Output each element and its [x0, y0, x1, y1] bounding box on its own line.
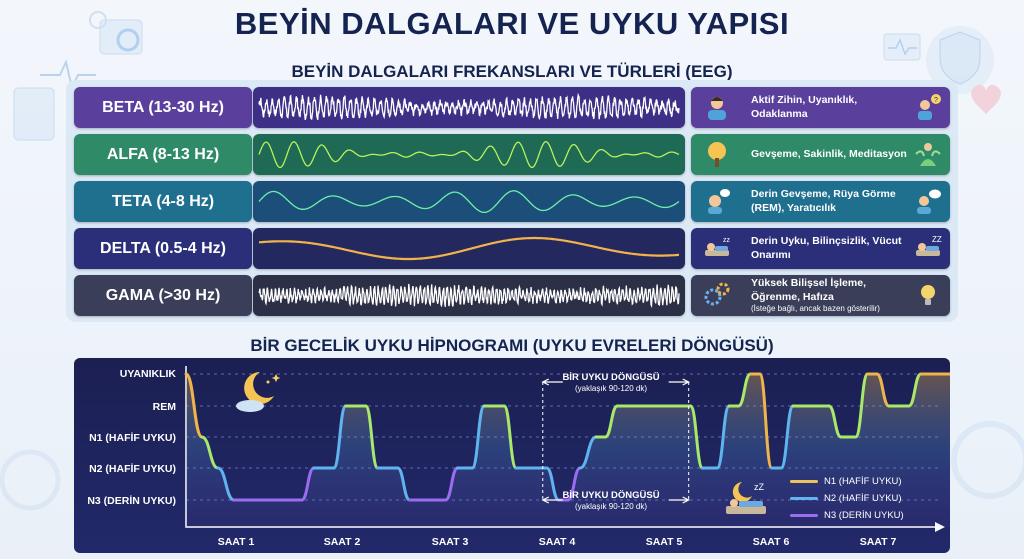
svg-text:ZZ: ZZ [932, 235, 942, 244]
legend-swatch [790, 514, 818, 517]
wave-label-delta: DELTA (0.5-4 Hz) [74, 228, 252, 269]
thinking-person-icon: ? [918, 94, 941, 120]
thought-bubble-icon [917, 189, 941, 214]
legend-swatch [790, 480, 818, 483]
wave-description: Aktif Zihin, Uyanıklık, Odaklanma [751, 94, 858, 120]
hypnogram-segment [300, 466, 316, 502]
stage-label-n1: N1 (HAFİF UYKU) [89, 432, 176, 444]
stressed-person-icon [708, 97, 726, 120]
hypnogram-segment [875, 372, 891, 408]
cycle-annotation-top: BİR UYKU DÖNGÜSÜ (yaklaşık 90-120 dk) [562, 372, 660, 393]
stage-label-wake: UYANIKLIK [119, 368, 176, 380]
hypnogram-segment [566, 466, 582, 502]
wave-description: Yüksek Bilişsel İşleme, Öğrenme, Hafıza [751, 277, 866, 303]
svg-text:zZ: zZ [754, 482, 765, 492]
hypnogram-segment [470, 404, 486, 470]
hour-label: SAAT 5 [645, 536, 683, 548]
cycle-annotation-bottom: BİR UYKU DÖNGÜSÜ (yaklaşık 90-120 dk) [562, 490, 660, 511]
hypnogram-title: BİR GECELİK UYKU HİPNOGRAMI (UYKU EVRELE… [250, 336, 774, 355]
hypnogram-segment [200, 435, 220, 470]
wave-trace-delta [253, 228, 685, 269]
hour-label: SAAT 6 [752, 536, 790, 548]
hypnogram-fill [186, 374, 950, 527]
tree-icon [708, 142, 726, 167]
eeg-wave-line [258, 92, 680, 121]
cycle-arrow [541, 378, 691, 386]
svg-text:zz: zz [723, 237, 731, 244]
eeg-wave-line [258, 190, 680, 214]
stage-label-rem: REM [152, 401, 176, 413]
legend-item-n2: N2 (HAFİF UYKU) [790, 493, 902, 504]
page-title: BEYİN DALGALARI VE UYKU YAPISI [234, 6, 790, 41]
moon-stars-icon [236, 372, 281, 412]
gears-icon [704, 282, 730, 306]
hypnogram-segment [184, 372, 204, 439]
hypnogram-segment [715, 404, 731, 470]
svg-text:?: ? [934, 97, 938, 104]
wave-label-beta: BETA (13-30 Hz) [74, 87, 252, 128]
eeg-wave-line [259, 236, 679, 261]
stage-label-n2: N2 (HAFİF UYKU) [89, 463, 176, 475]
eeg-wave-line [258, 141, 680, 169]
hypnogram-segment [396, 466, 412, 502]
hypnogram-segment [444, 466, 460, 502]
sleeping-person-icon: zZ [726, 482, 766, 514]
hypnogram-segment [502, 404, 518, 470]
hypnogram-segment [332, 404, 348, 470]
wave-desc-alfa: Gevşeme, Sakinlik, Meditasyon [691, 134, 950, 175]
hypnogram-segment [578, 435, 598, 470]
wave-label-teta: TETA (4-8 Hz) [74, 181, 252, 222]
hypnogram-segment [758, 372, 774, 470]
dreaming-person-icon [708, 189, 730, 214]
hypnogram-segment [689, 404, 705, 470]
hypnogram-segment [854, 372, 870, 439]
wave-desc-teta: Derin Gevşeme, Rüya Görme (REM), Yaratıc… [691, 181, 950, 222]
wave-desc-beta: Aktif Zihin, Uyanıklık, Odaklanma ? [691, 87, 950, 128]
hypnogram-segment [827, 404, 843, 439]
hypnogram-segment [603, 404, 619, 439]
wave-description: Derin Gevşeme, Rüya Görme (REM), Yaratıc… [751, 188, 896, 214]
lightbulb-icon [921, 285, 935, 305]
hypnogram-segment [364, 404, 380, 470]
wave-description: Derin Uyku, Bilinçsizlik, Vücut Onarımı [751, 235, 902, 261]
cycle-arrow [541, 496, 691, 504]
wave-trace-teta [253, 181, 685, 222]
wave-trace-beta [253, 87, 685, 128]
hour-label: SAAT 4 [538, 536, 576, 548]
hour-label: SAAT 1 [217, 536, 255, 548]
sleep-zz-icon: ZZ [916, 235, 942, 256]
hypnogram-segment [545, 466, 561, 502]
legend-swatch [790, 497, 818, 500]
wave-desc-gama: Yüksek Bilişsel İşleme, Öğrenme, Hafıza(… [691, 275, 950, 316]
eeg-wave-line [258, 283, 680, 309]
stage-label-n3: N3 (DERİN UYKU) [87, 495, 176, 507]
hour-label: SAAT 2 [323, 536, 361, 548]
wave-label-gama: GAMA (>30 Hz) [74, 275, 252, 316]
wave-trace-gama [253, 275, 685, 316]
cycle-bracket [542, 382, 690, 500]
legend-item-n1: N1 (HAFİF UYKU) [790, 476, 902, 487]
hypnogram-segment [779, 404, 795, 470]
wave-description: Gevşeme, Sakinlik, Meditasyon [751, 147, 907, 160]
sleeping-bed-icon: zz [705, 237, 731, 256]
legend-item-n3: N3 (DERİN UYKU) [790, 510, 904, 521]
hypnogram-segment [907, 372, 923, 408]
wave-desc-delta: zz Derin Uyku, Bilinçsizlik, Vücut Onarı… [691, 228, 950, 269]
hypnogram-segment [216, 466, 236, 502]
hypnogram-segment [736, 372, 752, 408]
wave-label-alfa: ALFA (8-13 Hz) [74, 134, 252, 175]
hypnogram-plot [184, 366, 950, 532]
wave-trace-alfa [253, 134, 685, 175]
eeg-section-title: BEYİN DALGALARI FREKANSLARI VE TÜRLERİ (… [291, 62, 733, 81]
wave-note: (İsteğe bağlı, ancak bazen gösterilir) [751, 303, 880, 313]
hour-label: SAAT 3 [431, 536, 469, 548]
meditation-icon [915, 143, 941, 166]
hour-label: SAAT 7 [859, 536, 897, 548]
